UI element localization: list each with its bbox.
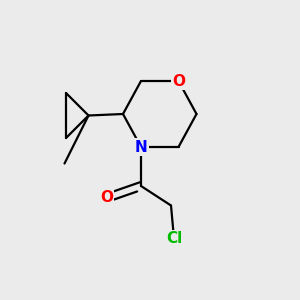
Text: Cl: Cl: [166, 231, 182, 246]
Text: N: N: [135, 140, 147, 154]
Text: O: O: [100, 190, 113, 206]
Text: O: O: [172, 74, 185, 88]
